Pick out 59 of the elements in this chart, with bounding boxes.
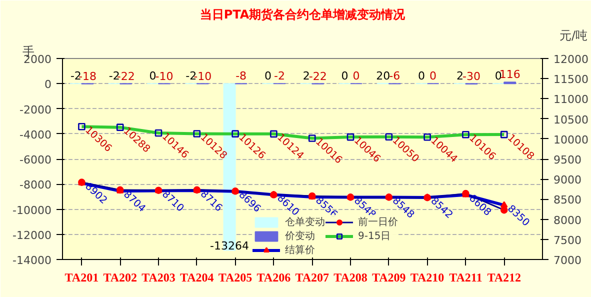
data-label: -2 [70, 70, 82, 83]
data-label: -22 [308, 70, 327, 83]
y-tick-label: -6000 [20, 154, 52, 166]
y2-tick-label: 10500 [554, 113, 588, 126]
data-label: -13264 [210, 239, 250, 252]
data-label: 0 [264, 70, 272, 83]
data-label: 0 [149, 70, 156, 83]
data-label: 2 [302, 70, 310, 83]
data-label: 0 [352, 70, 360, 83]
y2-tick-label: 11000 [554, 93, 588, 106]
x-tick-label: TA203 [142, 270, 176, 284]
chart-title: 当日PTA期货各合约仓单增减变动情况 [200, 8, 406, 22]
y2-tick-label: 7500 [554, 234, 582, 247]
data-label: -8 [236, 70, 247, 83]
y-tick-label: 0 [44, 78, 52, 92]
legend-label: 仓单变动 [285, 216, 325, 229]
y-tick-label: -4000 [20, 128, 52, 142]
legend-label: 9-15日 [358, 230, 391, 243]
x-tick-label: TA208 [334, 270, 368, 284]
x-tick-label: TA204 [180, 270, 214, 284]
y2-tick-label: 12000 [554, 53, 588, 66]
x-tick-label: TA206 [256, 270, 291, 284]
x-tick-label: TA211 [449, 270, 482, 284]
data-label: -30 [462, 70, 480, 83]
y2-tick-label: 7000 [554, 254, 582, 267]
data-label: 0 [494, 70, 502, 83]
y2-tick-label: 8500 [554, 194, 582, 207]
legend-label: 前一日价 [358, 217, 398, 229]
y-tick-label: -8000 [20, 178, 52, 192]
data-label: 2 [456, 70, 464, 83]
y-tick-label: -10000 [12, 204, 52, 217]
data-label: -2 [108, 70, 120, 83]
y2-tick-label: 9500 [554, 154, 582, 166]
data-label: 116 [499, 68, 520, 82]
legend-label: 价变动 [285, 230, 315, 243]
x-tick-label: TA202 [103, 270, 137, 284]
data-label: 0 [418, 70, 426, 83]
y2-tick-label: 8000 [554, 214, 582, 227]
y-tick-label: -2000 [20, 103, 52, 116]
x-tick-label: TA201 [64, 270, 99, 284]
x-tick-label: TA207 [295, 270, 329, 284]
x-tick-label: TA209 [372, 270, 406, 284]
x-tick-label: TA205 [218, 270, 252, 284]
y2-tick-label: 10000 [554, 133, 588, 146]
x-tick-label: TA210 [410, 270, 444, 284]
y2-tick-label: 11500 [554, 73, 588, 86]
x-tick-label: TA212 [487, 270, 521, 284]
legend-label: 结算价 [285, 244, 315, 257]
y2-tick-label: 9000 [554, 174, 582, 187]
data-label: -2 [274, 70, 285, 83]
data-label: -10 [155, 70, 174, 83]
y-tick-label: -14000 [12, 254, 52, 267]
y2-axis-title: 元/吨 [559, 28, 588, 42]
data-label: 0 [430, 70, 437, 83]
data-label: -6 [389, 70, 400, 83]
data-label: 0 [341, 70, 348, 83]
data-label: -10 [194, 70, 212, 83]
y-tick-label: -12000 [12, 228, 52, 242]
data-label: 20 [376, 69, 390, 82]
